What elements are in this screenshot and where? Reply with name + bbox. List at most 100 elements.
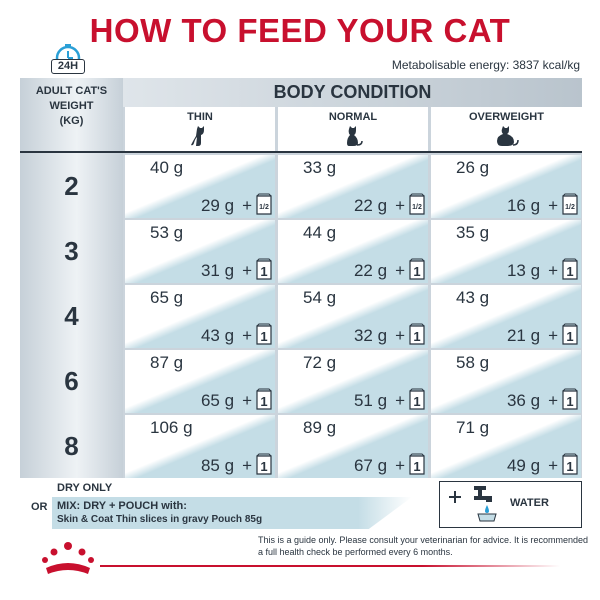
metabolisable-energy: Metabolisable energy: 3837 kcal/kg — [391, 58, 580, 72]
dry-amount: 89 g — [303, 418, 337, 437]
mix-amount-row: 13 g +1 — [441, 258, 578, 285]
pouch-icon: 1 — [562, 258, 578, 285]
mix-amount-row: 65 g +1 — [135, 388, 272, 415]
page-title: HOW TO FEED YOUR CAT — [89, 12, 511, 49]
dry-amount: 40 g — [150, 158, 184, 177]
dry-amount: 35 g — [456, 223, 490, 242]
pouch-icon: 1/2 — [256, 193, 272, 220]
plus-sign: + — [395, 390, 405, 410]
mix-dry-amount: 21 g — [506, 325, 541, 345]
pouch-quantity: 1 — [566, 264, 573, 279]
mix-amount-row: 22 g +1 — [288, 258, 425, 285]
plus-sign: + — [242, 195, 252, 215]
legend-mix-product: Skin & Coat Thin slices in gravy Pouch 8… — [57, 514, 263, 525]
mix-dry-amount: 51 g — [353, 390, 388, 410]
dry-amount: 44 g — [303, 223, 337, 242]
mix-amount-row: 31 g +1 — [135, 258, 272, 285]
pouch-quantity: 1/2 — [565, 204, 575, 211]
plus-sign: + — [548, 390, 558, 410]
mix-amount-row: 43 g +1 — [135, 323, 272, 350]
feeding-cell: 71 g 49 g +1 — [431, 415, 581, 478]
plus-sign: + — [242, 455, 252, 475]
mix-dry-amount: 43 g — [200, 325, 235, 345]
mix-amount-row: 32 g +1 — [288, 323, 425, 350]
dry-amount: 72 g — [303, 353, 337, 372]
brand-line — [100, 565, 560, 567]
feeding-cell: 72 g 51 g +1 — [278, 350, 428, 413]
pouch-quantity: 1 — [413, 394, 420, 409]
mix-amount-row: 29 g +1/2 — [135, 193, 272, 220]
mix-amount-row: 16 g +1/2 — [441, 193, 578, 220]
mix-dry-amount: 32 g — [353, 325, 388, 345]
feeding-cell: 65 g 43 g +1 — [125, 285, 275, 348]
plus-sign: + — [242, 260, 252, 280]
pouch-quantity: 1 — [566, 394, 573, 409]
royal-canin-crown-logo — [42, 542, 94, 574]
pouch-quantity: 1 — [260, 394, 267, 409]
plus-icon — [449, 491, 461, 503]
mix-dry-amount: 13 g — [506, 260, 541, 280]
plus-sign: + — [395, 195, 405, 215]
dry-amount: 58 g — [456, 353, 490, 372]
column-thin: THIN — [125, 107, 275, 152]
pouch-quantity: 1/2 — [259, 204, 269, 211]
pouch-icon: 1 — [409, 323, 425, 350]
pouch-quantity: 1 — [413, 264, 420, 279]
pouch-quantity: 1 — [566, 459, 573, 474]
legend-dry-only: DRY ONLY — [57, 482, 113, 494]
plus-sign: + — [548, 325, 558, 345]
thin-cat-icon — [191, 126, 204, 146]
dry-amount: 87 g — [150, 353, 184, 372]
pouch-quantity: 1 — [413, 459, 420, 474]
footnote: This is a guide only. Please consult you… — [258, 535, 588, 557]
dry-amount: 54 g — [303, 288, 337, 307]
pouch-icon: 1 — [256, 388, 272, 415]
pouch-icon: 1 — [409, 258, 425, 285]
feeding-cell: 43 g 21 g +1 — [431, 285, 581, 348]
weight-value: 8 — [64, 431, 79, 461]
mix-dry-amount: 85 g — [200, 455, 235, 475]
weight-value: 3 — [64, 236, 79, 266]
daily-badge: 24H — [51, 59, 85, 74]
mix-amount-row: 21 g +1 — [441, 323, 578, 350]
mix-dry-amount: 22 g — [353, 195, 388, 215]
mix-dry-amount: 67 g — [353, 455, 388, 475]
feeding-cell: 33 g 22 g +1/2 — [278, 155, 428, 218]
water-tap-icon — [474, 486, 497, 522]
mix-dry-amount: 29 g — [200, 195, 235, 215]
mix-amount-row: 49 g +1 — [441, 453, 578, 480]
dry-amount: 43 g — [456, 288, 490, 307]
legend-mix-band — [52, 497, 412, 529]
overweight-cat-icon — [496, 126, 519, 146]
plus-sign: + — [395, 455, 405, 475]
feeding-cell: 87 g 65 g +1 — [125, 350, 275, 413]
pouch-quantity: 1/2 — [412, 204, 422, 211]
pouch-icon: 1 — [562, 388, 578, 415]
weight-value: 4 — [64, 301, 79, 331]
header-divider — [20, 151, 582, 153]
pouch-quantity: 1 — [413, 329, 420, 344]
dry-amount: 53 g — [150, 223, 184, 242]
water-legend — [439, 481, 582, 528]
pouch-icon: 1 — [409, 453, 425, 480]
plus-sign: + — [548, 260, 558, 280]
pouch-icon: 1 — [409, 388, 425, 415]
plus-sign: + — [242, 390, 252, 410]
feeding-cell: 35 g 13 g +1 — [431, 220, 581, 283]
mix-amount-row: 36 g +1 — [441, 388, 578, 415]
feeding-cell: 106 g 85 g +1 — [125, 415, 275, 478]
weight-header: ADULT CAT'S WEIGHT (KG) — [35, 85, 108, 127]
mix-dry-amount: 22 g — [353, 260, 388, 280]
mix-dry-amount: 31 g — [200, 260, 235, 280]
normal-cat-icon — [347, 126, 363, 146]
plus-sign: + — [242, 325, 252, 345]
mix-amount-row: 51 g +1 — [288, 388, 425, 415]
legend-mix-title: MIX: DRY + POUCH with: — [57, 500, 187, 512]
column-overweight: OVERWEIGHT — [431, 107, 582, 152]
feeding-cell: 53 g 31 g +1 — [125, 220, 275, 283]
pouch-icon: 1 — [256, 258, 272, 285]
plus-sign: + — [548, 455, 558, 475]
mix-amount-row: 85 g +1 — [135, 453, 272, 480]
plus-sign: + — [548, 195, 558, 215]
weight-value: 2 — [64, 171, 79, 201]
